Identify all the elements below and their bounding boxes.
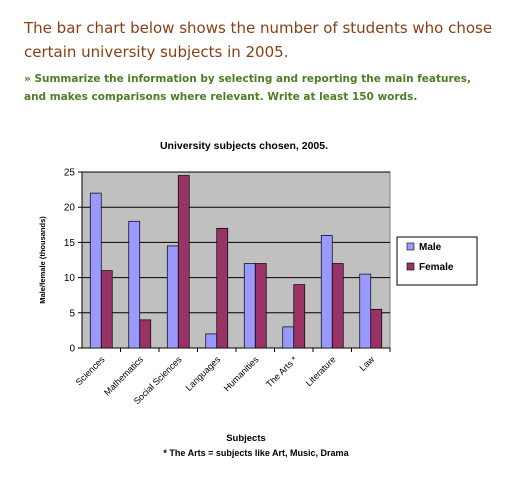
bar-female xyxy=(177,175,190,349)
task-instructions: » Summarize the information by selecting… xyxy=(24,73,472,103)
legend-swatch-male xyxy=(406,242,415,251)
x-tick-label: Languages xyxy=(184,354,223,393)
y-tick-label: 0 xyxy=(69,344,75,355)
task-prompt: The bar chart below shows the number of … xyxy=(24,19,493,61)
bar-female xyxy=(216,227,229,349)
bar-male xyxy=(205,333,218,349)
x-axis-label: Subjects xyxy=(226,433,266,444)
legend-swatch-female xyxy=(406,262,415,271)
chart-footnote: * The Arts = subjects like Art, Music, D… xyxy=(163,448,349,458)
bar-male xyxy=(128,220,141,349)
y-tick-label: 10 xyxy=(64,273,76,284)
x-tick-label: Law xyxy=(357,354,376,373)
bar-male xyxy=(282,326,295,349)
bar-male xyxy=(243,263,256,349)
bar-male xyxy=(89,192,102,349)
x-tick-label: Literature xyxy=(304,354,338,388)
y-tick-label: 15 xyxy=(64,238,76,249)
y-tick-label: 25 xyxy=(64,168,76,179)
y-tick-label: 20 xyxy=(64,203,76,214)
plot-area xyxy=(81,171,391,349)
bar-male xyxy=(320,235,333,349)
x-tick-label: Humanities xyxy=(222,354,261,393)
x-tick-label: Sciences xyxy=(74,354,107,387)
y-tick-label: 5 xyxy=(69,308,75,319)
bar-female xyxy=(139,319,152,349)
legend-label-female: Female xyxy=(419,262,454,273)
legend-label-male: Male xyxy=(419,242,442,253)
bar-female xyxy=(331,263,344,349)
x-tick-label: The Arts * xyxy=(264,354,299,389)
bar-female xyxy=(100,270,113,349)
y-axis-label: Male/female (thousands) xyxy=(38,216,47,304)
bar-female xyxy=(254,263,267,349)
bar-male xyxy=(166,245,179,349)
chart-title: University subjects chosen, 2005. xyxy=(160,140,328,152)
bar-female xyxy=(293,284,306,349)
bar-male xyxy=(359,273,372,349)
bar-female xyxy=(370,308,383,349)
